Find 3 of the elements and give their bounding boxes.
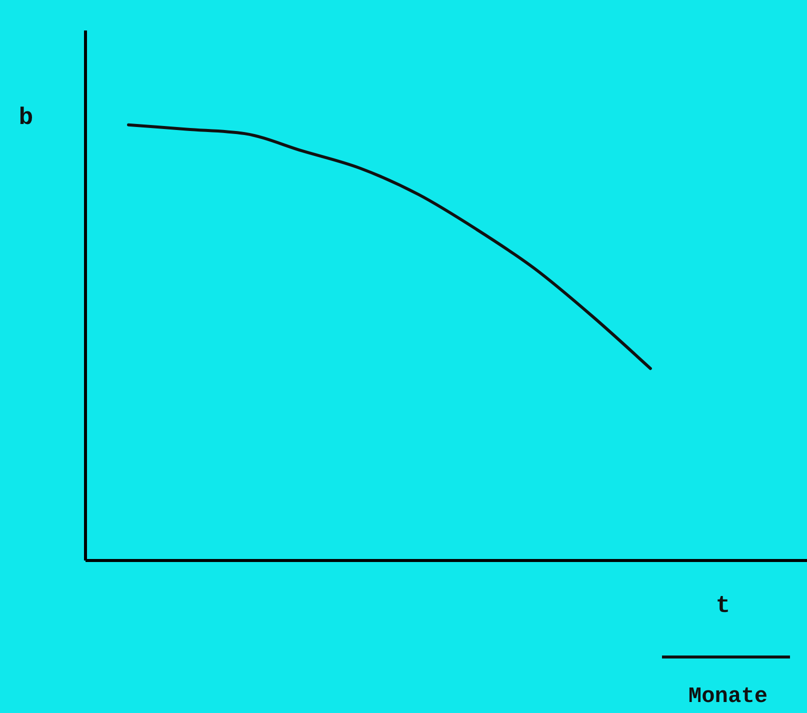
x-axis-title: t [716, 593, 730, 620]
text: Monate [688, 684, 768, 709]
y-axis-title: b [18, 105, 34, 132]
